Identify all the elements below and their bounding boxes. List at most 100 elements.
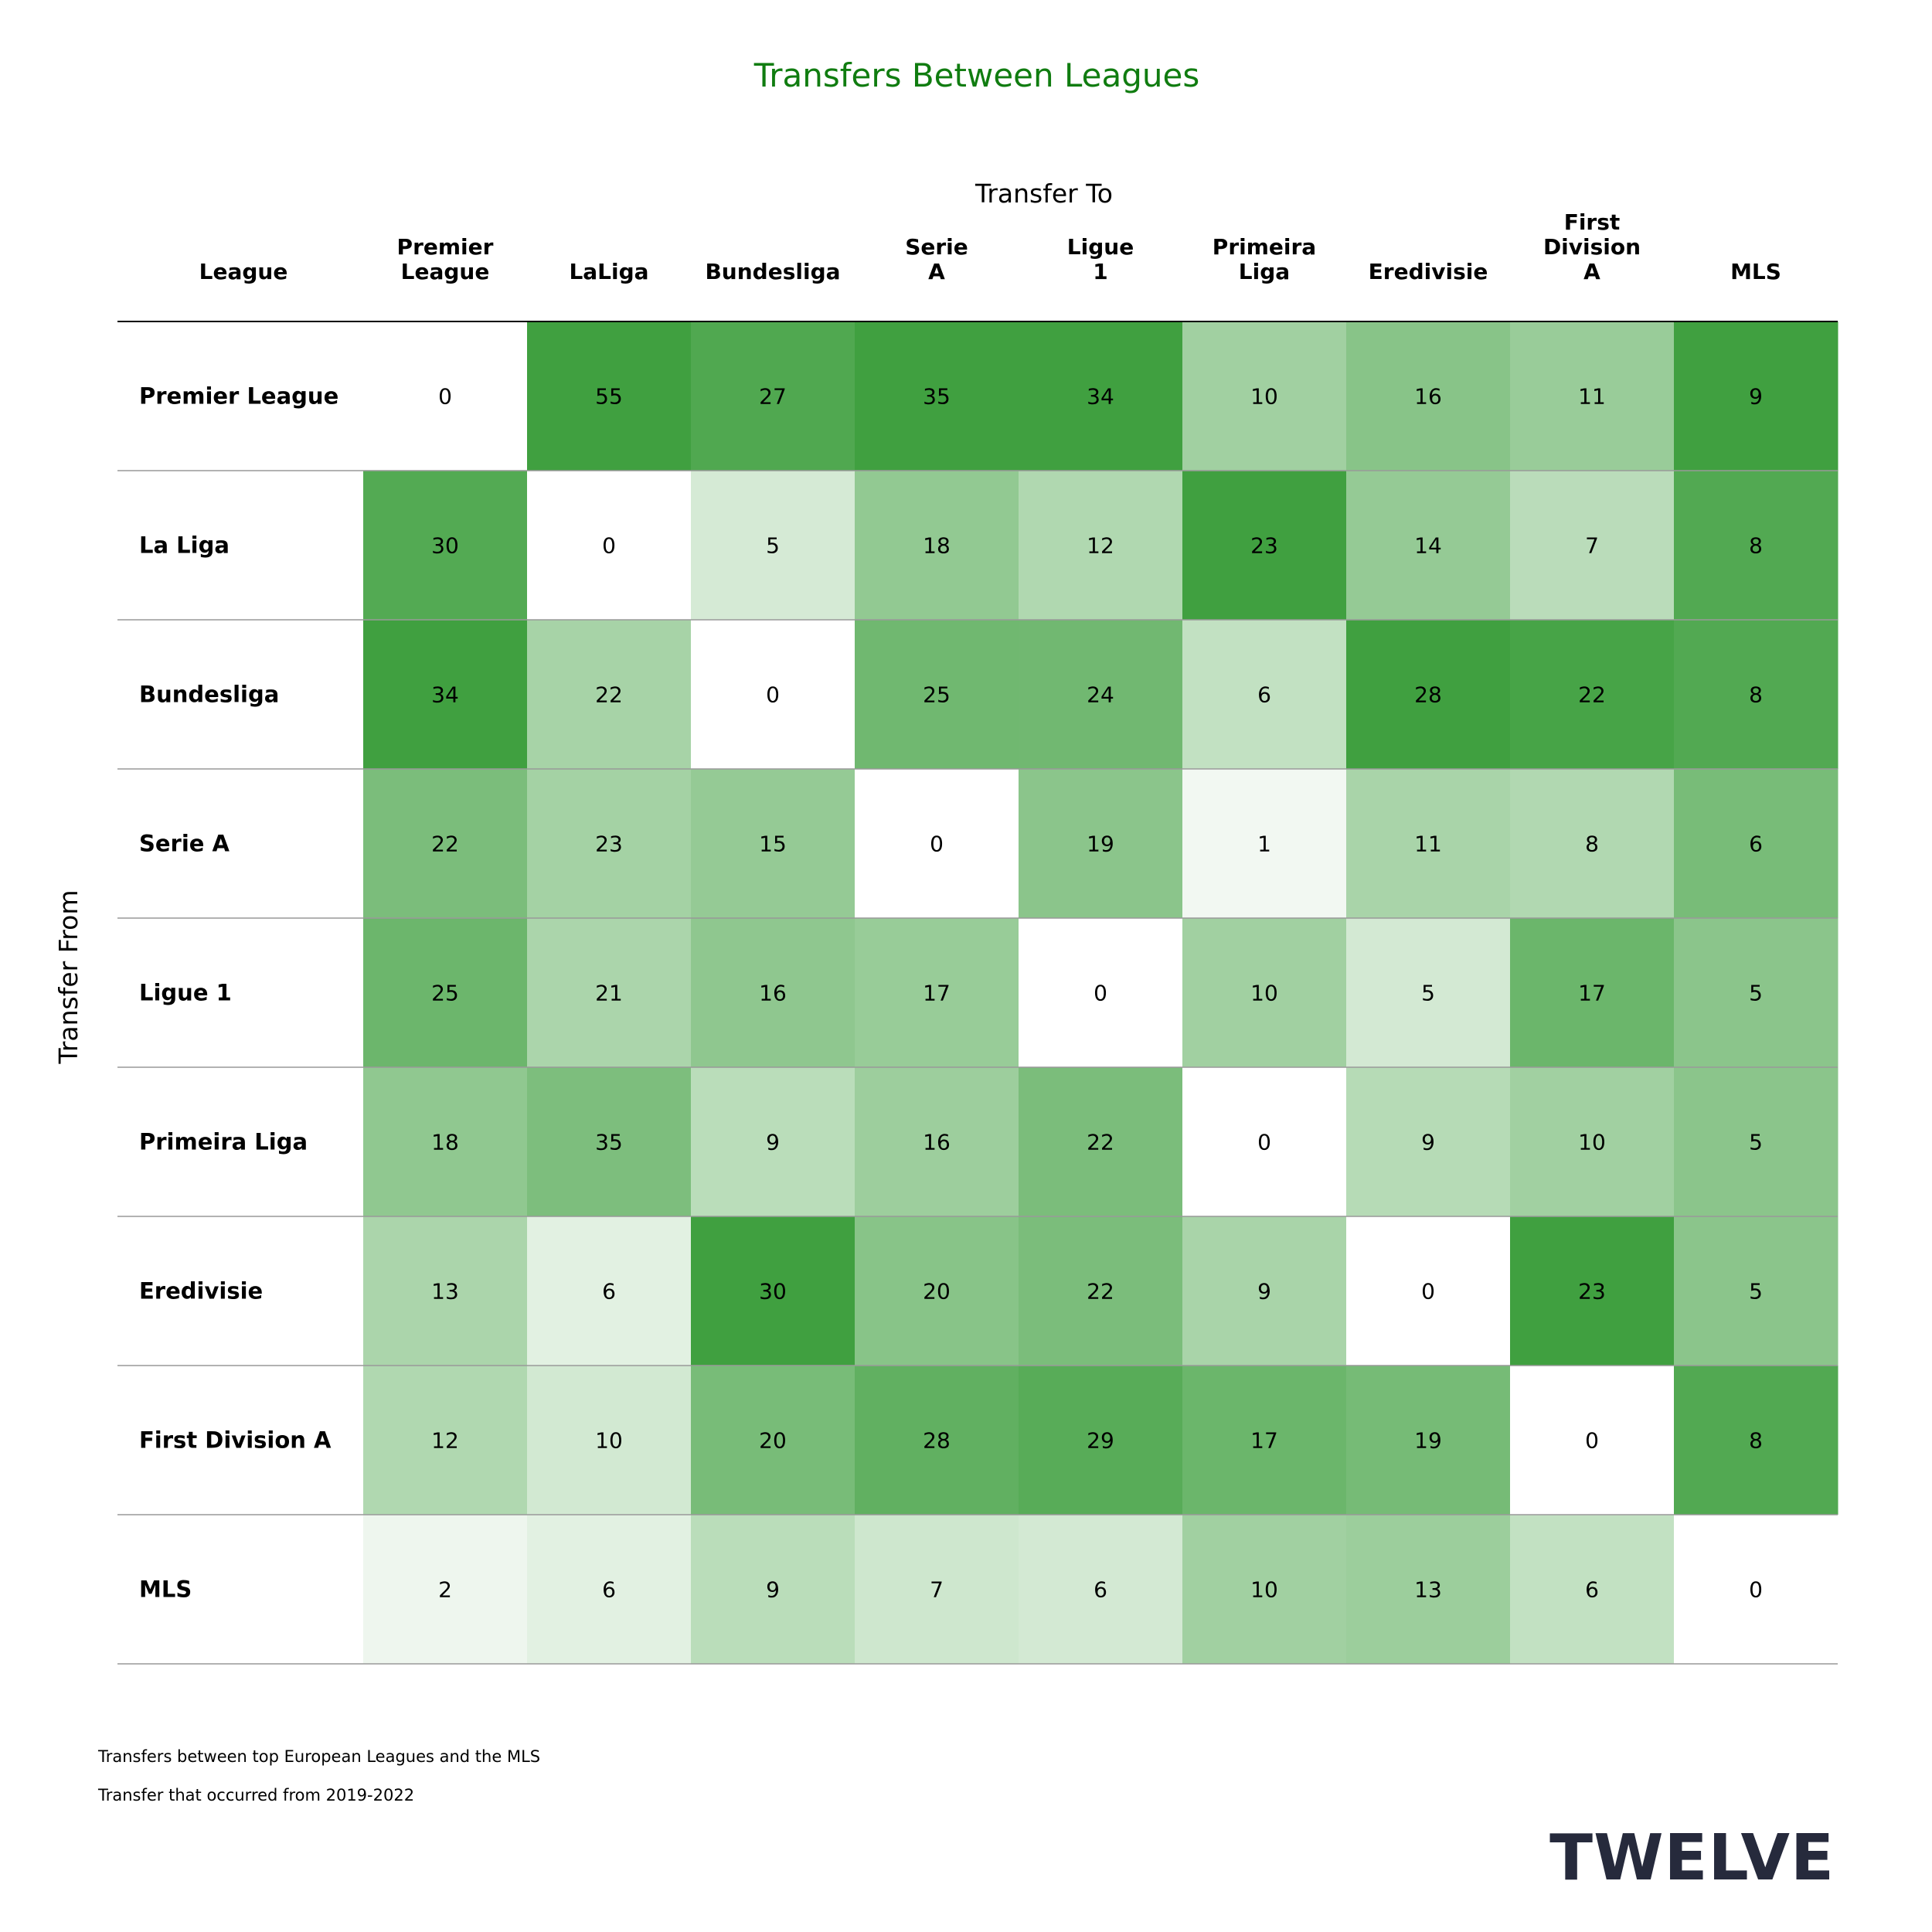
cell-value-label: 6 xyxy=(602,1279,616,1304)
row-separators xyxy=(117,321,1838,1665)
row-header: Premier League xyxy=(139,383,338,410)
heatmap-cell xyxy=(855,918,1019,1067)
cell-value-label: 18 xyxy=(431,1130,459,1155)
cell-value-label: 0 xyxy=(766,682,780,708)
heatmap-cell xyxy=(1019,1515,1183,1664)
cell-value-label: 8 xyxy=(1749,533,1763,559)
cell-value-label: 13 xyxy=(1414,1577,1442,1603)
heatmap-cell xyxy=(1346,918,1511,1067)
heatmap-cell xyxy=(1019,620,1183,769)
cell-value-label: 8 xyxy=(1749,682,1763,708)
cell-value-label: 20 xyxy=(759,1428,787,1454)
heatmap-cell xyxy=(1510,471,1675,620)
cell-value-label: 10 xyxy=(595,1428,623,1454)
cell-value-label: 14 xyxy=(1414,533,1442,559)
cell-value-label: 9 xyxy=(766,1130,780,1155)
cell-value-label: 30 xyxy=(431,533,459,559)
row-header: Bundesliga xyxy=(139,682,279,708)
heatmap-cell xyxy=(691,1515,855,1664)
cell-value-label: 21 xyxy=(595,981,623,1006)
heatmap-cell xyxy=(1510,1366,1675,1515)
heatmap-cell xyxy=(1019,1366,1183,1515)
heatmap-cell xyxy=(1346,471,1511,620)
cell-value-label: 13 xyxy=(431,1279,459,1304)
cell-value-label: 34 xyxy=(1087,384,1114,410)
column-header: Primeira Liga xyxy=(1213,234,1316,284)
row-header: La Liga xyxy=(139,532,230,559)
cell-value-label: 16 xyxy=(759,981,787,1006)
heatmap-cell xyxy=(1510,918,1675,1067)
cell-value-label: 5 xyxy=(766,533,780,559)
cell-value-label: 30 xyxy=(759,1279,787,1304)
cell-value-label: 24 xyxy=(1087,682,1114,708)
cell-value-label: 28 xyxy=(923,1428,951,1454)
cell-value-label: 10 xyxy=(1578,1130,1606,1155)
heatmap-cell xyxy=(1674,471,1838,620)
heatmap-cell xyxy=(691,1067,855,1216)
cell-value-label: 12 xyxy=(1087,533,1114,559)
cell-value-label: 20 xyxy=(923,1279,951,1304)
cell-value-label: 19 xyxy=(1087,832,1114,857)
cell-value-label: 5 xyxy=(1749,981,1763,1006)
cell-value-label: 22 xyxy=(595,682,623,708)
cell-value-label: 17 xyxy=(1250,1428,1278,1454)
heatmap-cell xyxy=(527,1515,692,1664)
heatmap-cell xyxy=(1510,769,1675,918)
heatmap-cell xyxy=(1346,321,1511,471)
heatmap-cell xyxy=(527,769,692,918)
cell-value-label: 16 xyxy=(923,1130,951,1155)
corner-header-league: League xyxy=(199,259,288,284)
heatmap-cell xyxy=(1346,1067,1511,1216)
cell-value-label: 0 xyxy=(1257,1130,1271,1155)
heatmap-cell xyxy=(855,321,1019,471)
cell-value-label: 17 xyxy=(1578,981,1606,1006)
heatmap-cell xyxy=(1182,1366,1347,1515)
column-headers: Premier League LaLiga Bundesliga Serie A Ligue… xyxy=(397,209,1781,284)
heatmap-cell xyxy=(363,769,528,918)
heatmap-cell xyxy=(363,918,528,1067)
cell-value-label: 35 xyxy=(923,384,951,410)
cell-value-label: 29 xyxy=(1087,1428,1114,1454)
column-header: Eredivisie xyxy=(1369,259,1488,284)
cell-value-label: 23 xyxy=(1578,1279,1606,1304)
heatmap-cell xyxy=(855,1366,1019,1515)
heatmap-cell xyxy=(1182,918,1347,1067)
heatmap-cell xyxy=(1674,1067,1838,1216)
heatmap-cell xyxy=(855,1216,1019,1366)
heatmap-cell xyxy=(1346,769,1511,918)
heatmap-cell xyxy=(527,321,692,471)
cell-value-label: 0 xyxy=(602,533,616,559)
heatmap-cells xyxy=(363,321,1838,1664)
heatmap-cell xyxy=(691,918,855,1067)
cell-value-label: 22 xyxy=(431,832,459,857)
cell-value-label: 11 xyxy=(1414,832,1442,857)
heatmap-cell xyxy=(1510,1515,1675,1664)
column-header: First Division A xyxy=(1543,209,1641,284)
y-axis-title: Transfer From xyxy=(53,890,83,1065)
cell-values: 0 55 27 35 34 10 16 11 930 0 5 18 12 23 14 7 834 22 0 25 24 6… xyxy=(431,384,1763,1603)
heatmap-cell xyxy=(1674,620,1838,769)
cell-value-label: 25 xyxy=(431,981,459,1006)
cell-value-label: 23 xyxy=(595,832,623,857)
cell-value-label: 27 xyxy=(759,384,787,410)
cell-value-label: 5 xyxy=(1749,1130,1763,1155)
heatmap-cell xyxy=(1674,918,1838,1067)
heatmap-cell xyxy=(1346,1216,1511,1366)
cell-value-label: 0 xyxy=(1421,1279,1435,1304)
heatmap-cell xyxy=(1182,1515,1347,1664)
cell-value-label: 34 xyxy=(431,682,459,708)
row-header: First Division A xyxy=(139,1427,332,1454)
heatmap-cell xyxy=(527,1067,692,1216)
cell-value-label: 9 xyxy=(766,1577,780,1603)
heatmap-cell xyxy=(855,769,1019,918)
heatmap-cell xyxy=(691,769,855,918)
heatmap-cell xyxy=(1019,471,1183,620)
cell-value-label: 23 xyxy=(1250,533,1278,559)
row-headers: Premier League La Liga Bundesliga Serie A Li… xyxy=(139,383,338,1603)
cell-value-label: 10 xyxy=(1250,981,1278,1006)
column-header: Serie A xyxy=(905,234,968,284)
cell-value-label: 1 xyxy=(1257,832,1271,857)
cell-value-label: 5 xyxy=(1749,1279,1763,1304)
cell-value-label: 15 xyxy=(759,832,787,857)
